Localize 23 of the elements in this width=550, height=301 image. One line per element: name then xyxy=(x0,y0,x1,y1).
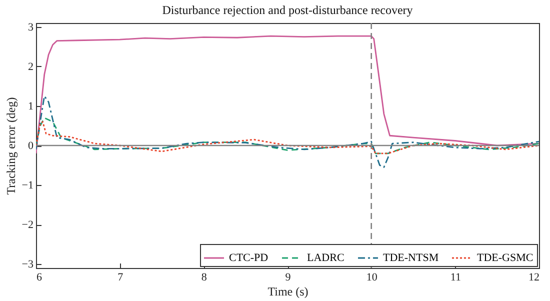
legend-label: TDE-NTSM xyxy=(383,252,439,264)
x-tick-label: 8 xyxy=(201,272,208,284)
x-tick-label: 10 xyxy=(366,272,378,284)
x-tick-label: 7 xyxy=(118,272,124,284)
x-axis-title: Time (s) xyxy=(268,284,308,298)
legend-label: LADRC xyxy=(307,252,344,264)
x-tick-label: 9 xyxy=(285,272,292,284)
y-tick-label: 0 xyxy=(28,140,34,152)
y-tick-label: −2 xyxy=(22,219,34,232)
y-tick-label: 3 xyxy=(28,21,34,34)
legend-label: TDE-GSMC xyxy=(477,252,534,264)
line-series xyxy=(36,35,539,154)
y-axis-title: Tracking error (deg) xyxy=(4,97,18,195)
x-tick-label: 11 xyxy=(450,272,461,284)
x-tick-label: 12 xyxy=(528,272,540,284)
x-tick-label: 6 xyxy=(36,272,42,284)
legend-label: CTC-PD xyxy=(229,252,268,264)
chart-title: Disturbance rejection and post-disturbance recovery xyxy=(162,2,413,17)
y-tick-label: −1 xyxy=(22,180,34,192)
y-tick-label: 1 xyxy=(28,100,34,112)
line-series xyxy=(36,95,539,168)
y-tick-label: 2 xyxy=(28,60,34,73)
y-tick-label: −3 xyxy=(22,258,34,271)
